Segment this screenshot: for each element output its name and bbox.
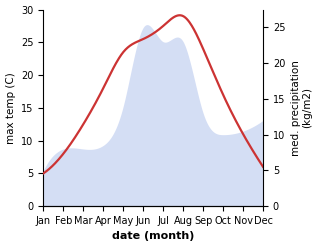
X-axis label: date (month): date (month) — [112, 231, 194, 242]
Y-axis label: max temp (C): max temp (C) — [5, 72, 16, 144]
Y-axis label: med. precipitation
(kg/m2): med. precipitation (kg/m2) — [291, 60, 313, 156]
